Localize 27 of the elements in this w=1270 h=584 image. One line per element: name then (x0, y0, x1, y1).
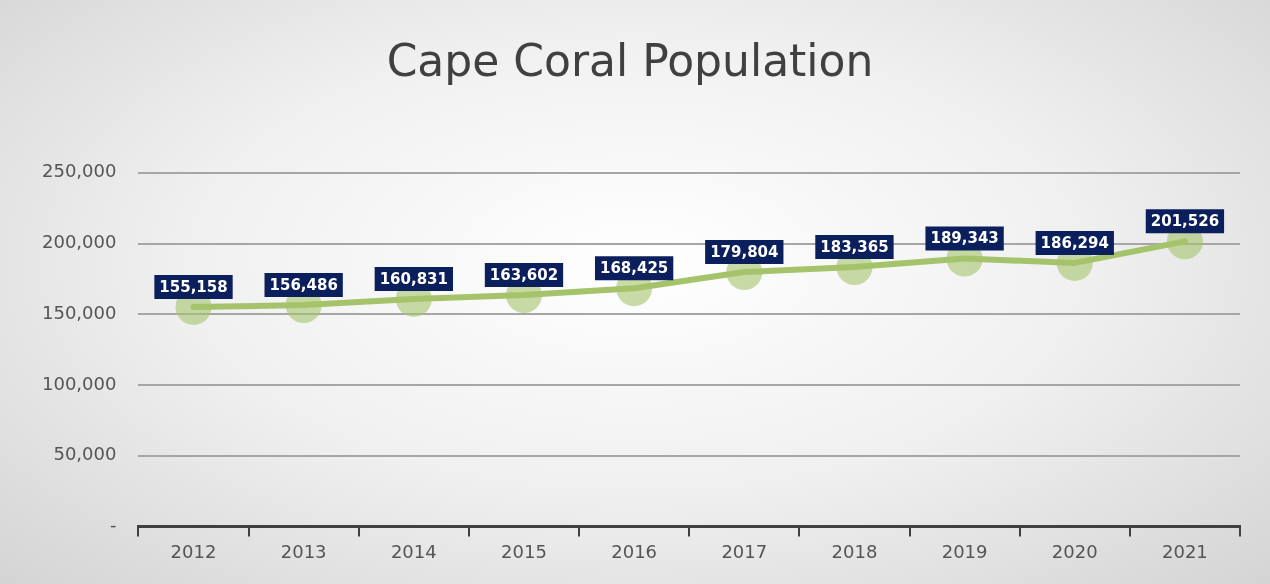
x-tick-label: 2016 (611, 540, 658, 562)
x-tick-label: 2015 (501, 540, 547, 562)
data-label: 156,486 (269, 275, 338, 294)
x-tick-label: 2018 (831, 540, 878, 562)
y-tick-label: 250,000 (42, 160, 117, 182)
x-tick-label: 2012 (170, 540, 217, 562)
x-tick-label: 2021 (1162, 540, 1208, 562)
data-label: 183,365 (820, 237, 889, 256)
x-tick-label: 2014 (390, 540, 437, 562)
data-label: 155,158 (159, 277, 228, 296)
y-tick-label: 200,000 (42, 231, 117, 253)
x-tick-label: 2017 (721, 540, 768, 562)
chart-title: Cape Coral Population (386, 34, 874, 86)
data-label: 186,294 (1040, 233, 1109, 252)
data-label: 163,602 (489, 265, 559, 284)
data-label: 201,526 (1150, 212, 1220, 231)
y-tick-label: 150,000 (42, 301, 117, 323)
data-label: 189,343 (930, 229, 999, 248)
y-tick-label: 100,000 (42, 372, 117, 394)
data-label: 168,425 (599, 259, 669, 278)
data-label: 160,831 (379, 269, 448, 288)
data-label: 179,804 (710, 242, 779, 261)
y-tick-label: 50,000 (53, 443, 117, 465)
x-tick-label: 2020 (1051, 540, 1098, 562)
y-tick-label: - (109, 514, 117, 536)
x-tick-label: 2013 (280, 540, 327, 562)
x-tick-label: 2019 (941, 540, 988, 562)
